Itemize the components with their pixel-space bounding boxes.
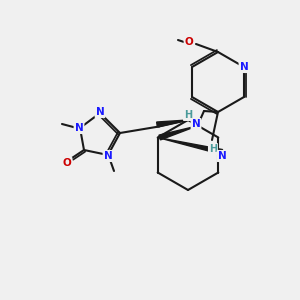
Text: H: H	[184, 110, 192, 120]
Text: N: N	[75, 123, 83, 133]
Polygon shape	[158, 137, 223, 154]
Text: H: H	[209, 144, 217, 154]
Text: N: N	[218, 151, 226, 161]
Text: O: O	[184, 37, 194, 47]
Text: O: O	[63, 158, 71, 168]
Text: N: N	[240, 62, 248, 72]
Text: N: N	[103, 151, 112, 161]
Text: N: N	[192, 119, 200, 129]
Text: N: N	[96, 107, 104, 117]
Polygon shape	[157, 120, 188, 127]
Polygon shape	[159, 126, 197, 140]
